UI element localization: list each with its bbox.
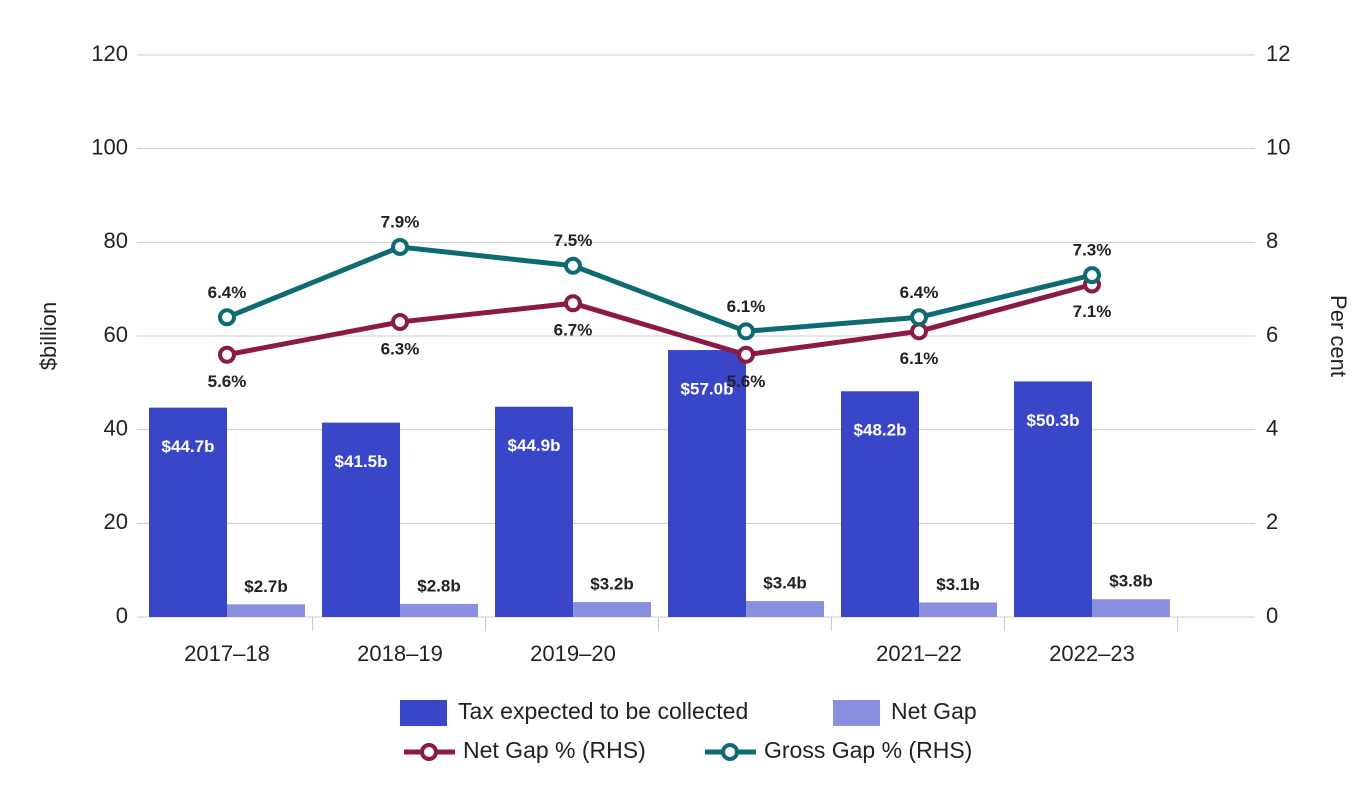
legend-swatch	[833, 700, 880, 726]
value-label: 6.4%	[900, 283, 939, 302]
line	[226, 244, 1093, 334]
bar	[573, 602, 651, 617]
value-label: 7.3%	[1073, 241, 1112, 260]
x-tick-label: 2019–20	[530, 641, 616, 666]
bar	[1092, 599, 1170, 617]
line-marker	[737, 345, 755, 364]
bar	[919, 602, 997, 617]
value-label: 6.1%	[727, 297, 766, 316]
line-marker	[564, 256, 582, 275]
line-marker	[391, 238, 409, 257]
x-tick-label: 2017–18	[184, 641, 270, 666]
legend-label: Net Gap % (RHS)	[463, 737, 646, 763]
y2-tick-label: 8	[1266, 228, 1278, 253]
value-label: 6.4%	[208, 283, 247, 302]
line-marker	[564, 294, 582, 313]
legend-swatch	[400, 700, 447, 726]
value-label: 6.1%	[900, 349, 939, 368]
y-tick-label: 120	[91, 41, 128, 66]
y2-tick-label: 10	[1266, 134, 1290, 159]
y2-tick-label: 4	[1266, 415, 1278, 440]
value-label: $50.3b	[1027, 411, 1080, 430]
y2-axis-label: Per cent	[1326, 295, 1351, 377]
value-label: $44.7b	[162, 437, 215, 456]
line-marker	[737, 322, 755, 341]
bar	[841, 391, 919, 617]
y2-tick-label: 12	[1266, 41, 1290, 66]
legend-marker	[721, 743, 739, 761]
line-marker	[391, 312, 409, 331]
y-tick-label: 20	[104, 509, 128, 534]
value-label: 6.3%	[381, 339, 420, 358]
line-marker	[218, 308, 236, 327]
y-tick-label: 100	[91, 134, 128, 159]
line-marker	[218, 345, 236, 364]
y2-tick-label: 2	[1266, 509, 1278, 534]
y-tick-label: 80	[104, 228, 128, 253]
value-label: $2.8b	[417, 576, 460, 595]
value-label: $3.8b	[1109, 572, 1152, 591]
y-tick-label: 0	[116, 603, 128, 628]
y2-tick-label: 6	[1266, 322, 1278, 347]
y-tick-label: 60	[104, 322, 128, 347]
value-label: $3.1b	[936, 575, 979, 594]
bar	[400, 603, 478, 617]
value-label: $3.2b	[590, 574, 633, 593]
line-marker	[910, 322, 928, 341]
value-label: 6.7%	[554, 321, 593, 340]
legend-marker	[420, 743, 438, 761]
x-tick-label: 2021–22	[876, 641, 962, 666]
bar	[149, 407, 227, 617]
value-label: $3.4b	[763, 574, 806, 593]
y2-tick-label: 0	[1266, 603, 1278, 628]
value-label: $41.5b	[335, 452, 388, 471]
value-label: $57.0b	[681, 380, 734, 399]
value-label: 7.1%	[1073, 302, 1112, 321]
value-label: 5.6%	[727, 372, 766, 391]
legend-label: Net Gap	[891, 698, 977, 724]
bar	[1014, 381, 1092, 617]
value-label: 5.6%	[208, 372, 247, 391]
value-label: $44.9b	[508, 436, 561, 455]
bar	[227, 604, 305, 617]
value-label: $48.2b	[854, 421, 907, 440]
line-marker	[910, 308, 928, 327]
value-label: $2.7b	[244, 577, 287, 596]
value-label: 7.5%	[554, 231, 593, 250]
x-tick-label: 2022–23	[1049, 641, 1135, 666]
value-label: 7.9%	[381, 213, 420, 232]
bar	[322, 422, 400, 617]
line-marker	[1083, 266, 1101, 285]
bar	[746, 601, 824, 617]
legend-label: Gross Gap % (RHS)	[764, 737, 972, 763]
line	[226, 282, 1093, 358]
x-tick-label: 2018–19	[357, 641, 443, 666]
legend-label: Tax expected to be collected	[458, 698, 748, 724]
bar	[495, 406, 573, 617]
y-axis-label: $billion	[36, 302, 61, 371]
bar	[668, 350, 746, 617]
y-tick-label: 40	[104, 415, 128, 440]
